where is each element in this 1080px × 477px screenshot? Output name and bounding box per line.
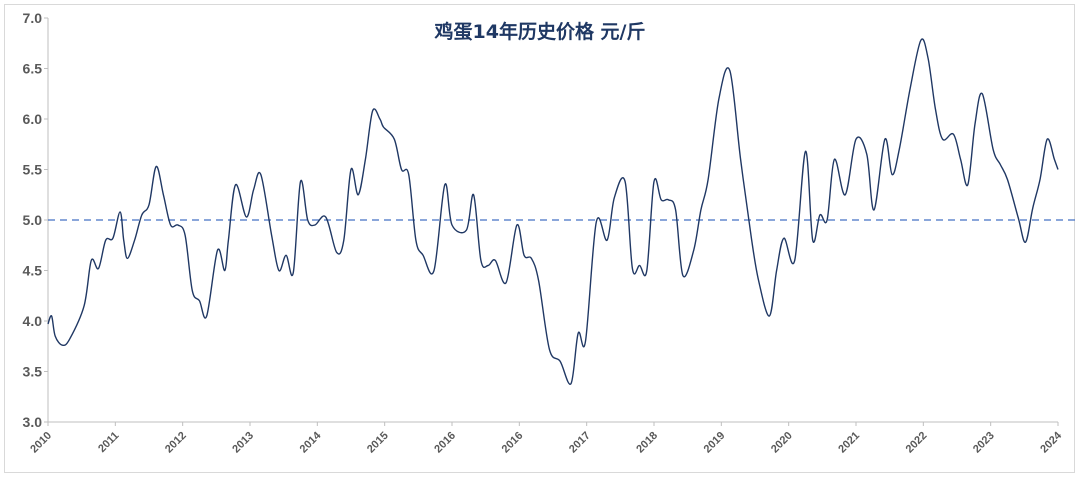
series-line-0 [47, 38, 1059, 385]
chart-frame [4, 4, 1075, 473]
x-tick-label: 2018 [634, 430, 660, 456]
y-tick-label: 6.5 [23, 61, 43, 77]
x-tick-label: 2016 [432, 430, 458, 456]
x-tick-label: 2014 [298, 429, 324, 455]
y-tick-label: 3.5 [23, 364, 43, 380]
chart-title: 鸡蛋14年历史价格 元/斤 [434, 20, 646, 43]
y-tick-label: 4.0 [23, 313, 43, 329]
x-tick-label: 2011 [96, 430, 121, 455]
x-tick-label: 2012 [163, 430, 189, 456]
y-tick-label: 4.5 [23, 263, 43, 279]
y-tick-label: 6.0 [23, 111, 43, 127]
y-tick-label: 3.0 [23, 414, 43, 430]
x-tick-label: 2015 [365, 430, 391, 456]
x-tick-label: 2016 [500, 430, 526, 456]
x-tick-label: 2022 [904, 430, 930, 456]
x-tick-label: 2013 [230, 430, 256, 456]
x-tick-label: 2020 [769, 430, 795, 456]
x-tick-label: 2024 [1038, 429, 1064, 455]
x-tick-label: 2019 [702, 430, 728, 456]
y-tick-label: 5.5 [23, 162, 43, 178]
x-tick-label: 2023 [971, 430, 997, 456]
x-tick-label: 2017 [567, 430, 593, 456]
x-tick-label: 2021 [836, 430, 862, 456]
y-tick-label: 5.0 [23, 212, 43, 228]
x-tick-label: 2010 [28, 430, 54, 456]
y-tick-label: 7.0 [23, 10, 43, 26]
